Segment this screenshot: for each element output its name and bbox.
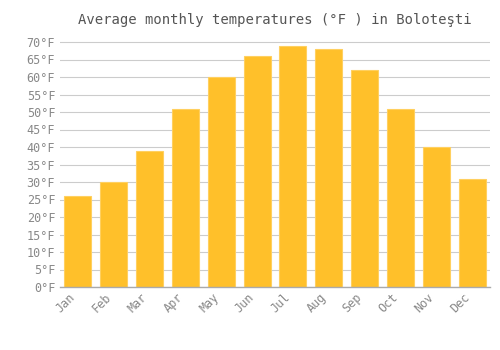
Bar xyxy=(100,182,127,287)
Bar xyxy=(351,70,378,287)
Title: Average monthly temperatures (°F ) in Boloteşti: Average monthly temperatures (°F ) in Bo… xyxy=(78,13,472,27)
Bar xyxy=(136,150,163,287)
Bar xyxy=(316,49,342,287)
Bar xyxy=(458,178,485,287)
Bar xyxy=(244,56,270,287)
Bar xyxy=(208,77,234,287)
Bar xyxy=(64,196,92,287)
Bar xyxy=(387,108,414,287)
Bar xyxy=(172,108,199,287)
Bar xyxy=(280,46,306,287)
Bar xyxy=(423,147,450,287)
